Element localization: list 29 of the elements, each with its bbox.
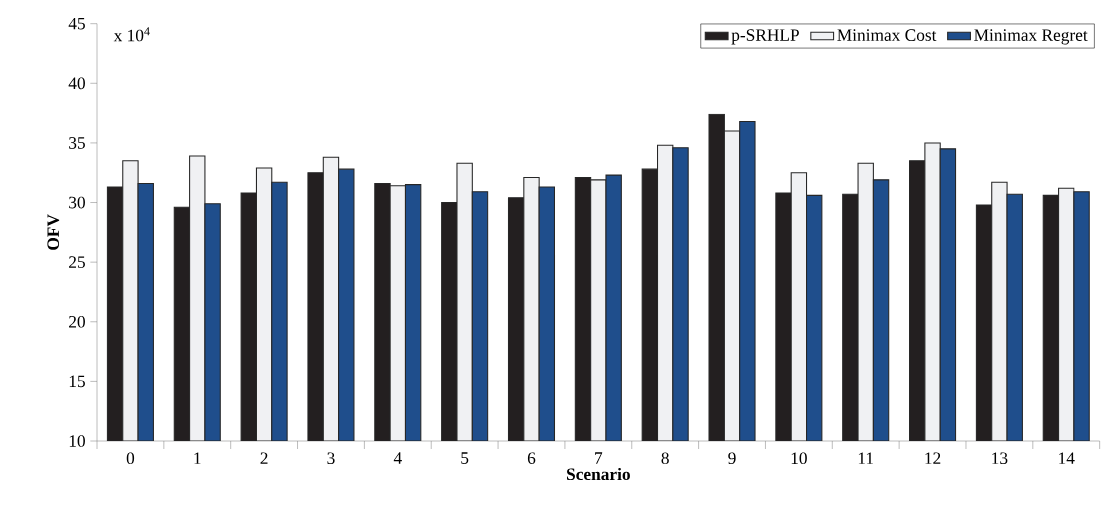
y-tick-label: 30 — [69, 196, 85, 209]
legend-label: p-SRHLP — [731, 29, 799, 45]
x-tick-label: 5 — [461, 452, 469, 464]
y-axis-title: OFV — [47, 214, 60, 250]
x-tick-label: 6 — [527, 452, 536, 465]
x-tick-label: 10 — [791, 452, 807, 465]
x-tick-label: 0 — [126, 452, 135, 465]
x-tick-label: 4 — [393, 452, 402, 464]
y-tick-label: 15 — [69, 375, 85, 388]
y-tick-label: 20 — [69, 315, 85, 328]
y-tick-label: 40 — [68, 77, 85, 90]
x-tick-label: 3 — [327, 452, 335, 465]
y-tick-label: 45 — [68, 17, 85, 30]
legend-label: Minimax Cost — [837, 29, 937, 41]
legend-label: Minimax Regret — [974, 29, 1088, 45]
y-tick-label: 10 — [69, 435, 85, 447]
y-tick-label: 25 — [69, 256, 85, 268]
x-tick-label: 2 — [260, 452, 268, 464]
x-tick-label: 9 — [728, 452, 736, 465]
x-tick-label: 13 — [992, 452, 1008, 465]
annotation: x 10$^{4}$ — [113, 27, 150, 42]
x-tick-label: 14 — [1059, 452, 1075, 464]
x-axis-title: Scenario — [567, 467, 630, 481]
x-tick-label: 12 — [925, 452, 941, 464]
y-tick-label: 35 — [69, 137, 85, 149]
x-tick-label: 11 — [858, 452, 874, 464]
x-tick-label: 7 — [595, 452, 603, 464]
x-tick-label: 8 — [661, 452, 669, 465]
x-tick-label: 1 — [194, 452, 201, 464]
